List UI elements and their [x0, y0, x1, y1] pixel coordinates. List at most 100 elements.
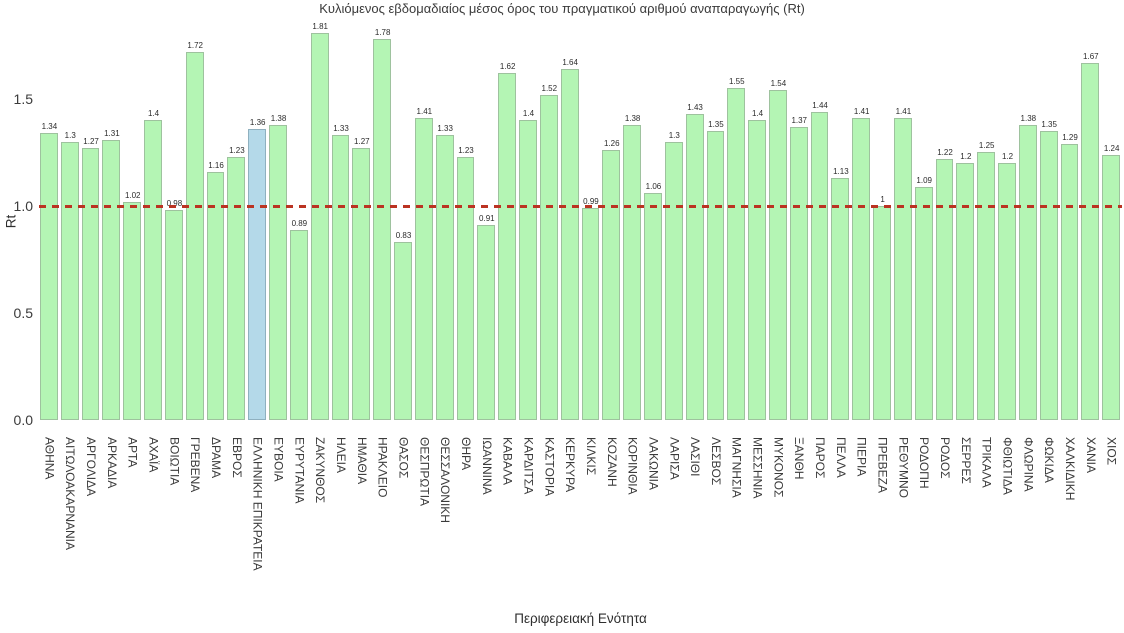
x-tick-cell: ΘΕΣΠΡΩΤΙΑ — [414, 437, 435, 602]
bar-value-label: 1.13 — [833, 167, 849, 176]
x-tick-cell: ΚΟΡΙΝΘΙΑ — [622, 437, 643, 602]
x-tick-label: ΗΡΑΚΛΕΙΟ — [375, 437, 390, 498]
bar — [227, 157, 246, 420]
x-tick-cell: ΕΥΒΟΙΑ — [268, 437, 289, 602]
bar — [1018, 125, 1037, 420]
x-tick-cell: ΠΡΕΒΕΖΑ — [872, 437, 893, 602]
x-tick-cell: ΚΑΣΤΟΡΙΑ — [539, 437, 560, 602]
bar-value-label: 1.27 — [83, 137, 99, 146]
bar-slot: 1.23 — [226, 0, 247, 420]
bar — [810, 112, 829, 420]
bar-slot: 0.98 — [164, 0, 185, 420]
x-tick-label: ΘΗΡΑ — [458, 437, 473, 471]
x-tick-cell: ΗΡΑΚΛΕΙΟ — [372, 437, 393, 602]
bar-value-label: 1.4 — [147, 109, 160, 118]
bar-value-label: 1.41 — [853, 107, 870, 116]
x-tick-label: ΣΕΡΡΕΣ — [958, 437, 973, 484]
x-tick-label: ΑΡΓΟΛΙΔΑ — [84, 437, 99, 497]
bar-value-label: 1.64 — [562, 58, 578, 67]
plot-area: 1.34 1.3 1.27 1.31 1.02 1.4 0.98 1.72 1.16 1.23 1.… — [39, 0, 1122, 420]
bar-value-label: 1.38 — [1020, 114, 1037, 123]
bar — [102, 140, 121, 420]
x-tick-label: ΠΕΛΛΑ — [833, 437, 848, 478]
bar — [40, 133, 58, 420]
bar — [727, 88, 746, 420]
bar-slot: 1.37 — [789, 0, 810, 420]
x-tick-label: ΗΛΕΙΑ — [334, 437, 348, 474]
bar — [581, 208, 600, 420]
bar — [977, 152, 996, 420]
bar-value-label: 1.4 — [522, 109, 535, 118]
y-tick-label: 0.0 — [13, 412, 33, 428]
x-tick-cell: ΑΡΓΟΛΙΔΑ — [81, 437, 102, 602]
bar-value-label: 1.27 — [354, 137, 370, 146]
bar-slot: 1.64 — [560, 0, 581, 420]
x-tick-labels: ΑΘΗΝΑ ΑΙΤΩΛΟΑΚΑΡΝΑΝΙΑ ΑΡΓΟΛΙΔΑ ΑΡΚΑΔΙΑ ΑΡΤΑ Α… — [39, 437, 1122, 602]
x-tick-label: ΗΜΑΘΙΑ — [354, 437, 369, 485]
bar-slot: 0.91 — [476, 0, 497, 420]
bar-value-label: 1.54 — [770, 79, 787, 88]
x-tick-cell: ΛΑΡΙΣΑ — [664, 437, 685, 602]
bar-slot: 1.13 — [830, 0, 851, 420]
bar-value-label: 0.99 — [583, 197, 599, 206]
x-tick-cell: ΜΕΣΣΗΝΙΑ — [747, 437, 768, 602]
bar-highlight — [248, 129, 267, 420]
bar-value-label: 1.25 — [978, 141, 995, 150]
x-tick-cell: ΒΟΙΩΤΙΑ — [164, 437, 185, 602]
bar — [768, 90, 787, 420]
bar-value-label: 1.37 — [791, 116, 808, 125]
bar-slot: 1.26 — [601, 0, 622, 420]
x-tick-label: ΘΑΣΟΣ — [396, 437, 411, 479]
bar-slot: 1.38 — [622, 0, 643, 420]
y-tick-label: 0.5 — [13, 305, 33, 321]
bar-slot: 1.4 — [143, 0, 164, 420]
bar-slot: 1.3 — [664, 0, 685, 420]
bar-slot: 1.35 — [1039, 0, 1060, 420]
bar-value-label: 1.72 — [187, 41, 203, 50]
bar-slot: 1.33 — [331, 0, 352, 420]
bar-slot: 1.62 — [497, 0, 518, 420]
bar-slot: 1.22 — [935, 0, 956, 420]
bar-value-label: 1.3 — [668, 131, 680, 140]
bar — [998, 163, 1016, 420]
x-tick-cell: ΧΑΛΚΙΔΙΚΗ — [1060, 437, 1081, 602]
bar-slot: 1.23 — [456, 0, 477, 420]
bar-slot: 1.33 — [435, 0, 456, 420]
x-tick-cell: ΦΘΙΩΤΙΔΑ — [997, 437, 1018, 602]
bar-value-label: 1.35 — [708, 120, 724, 129]
bar-slot: 1.34 — [39, 0, 60, 420]
x-tick-label: ΠΙΕΡΙΑ — [854, 437, 869, 477]
x-tick-label: ΘΕΣΠΡΩΤΙΑ — [417, 437, 432, 507]
bar — [310, 33, 329, 420]
bar — [519, 120, 537, 420]
bar — [893, 118, 912, 420]
bar-value-label: 1.62 — [499, 62, 516, 71]
bar-value-label: 1.02 — [124, 191, 141, 200]
bar-slot: 1.78 — [372, 0, 393, 420]
bar-slot: 1.24 — [1101, 0, 1122, 420]
x-tick-cell: ΠΙΕΡΙΑ — [851, 437, 872, 602]
x-tick-cell: ΑΙΤΩΛΟΑΚΑΡΝΑΝΙΑ — [60, 437, 81, 602]
bar-slot: 1.25 — [976, 0, 997, 420]
bar-slot: 1.09 — [914, 0, 935, 420]
bar — [914, 187, 933, 420]
x-tick-label: ΚΑΡΔΙΤΣΑ — [521, 437, 536, 495]
x-tick-label: ΠΑΡΟΣ — [813, 437, 828, 479]
bar-slot: 1.4 — [747, 0, 768, 420]
x-tick-cell: ΔΡΑΜΑ — [206, 437, 227, 602]
x-tick-label: ΡΕΘΥΜΝΟ — [896, 437, 911, 498]
x-tick-label: ΘΕΣΣΑΛΟΝΙΚΗ — [438, 437, 453, 523]
bar-value-label: 1.23 — [458, 146, 474, 155]
bar-slot: 0.83 — [393, 0, 414, 420]
x-tick-cell: ΑΘΗΝΑ — [39, 437, 60, 602]
x-tick-cell: ΑΡΚΑΔΙΑ — [101, 437, 122, 602]
bar — [123, 202, 142, 420]
x-tick-cell: ΚΟΖΑΝΗ — [601, 437, 622, 602]
bar — [935, 159, 954, 420]
x-tick-label: ΑΡΤΑ — [125, 437, 140, 468]
x-tick-label: ΚΟΖΑΝΗ — [604, 437, 619, 487]
bar-value-label: 1.06 — [645, 182, 662, 191]
bar — [1039, 131, 1058, 420]
bar-value-label: 1.4 — [752, 109, 764, 118]
